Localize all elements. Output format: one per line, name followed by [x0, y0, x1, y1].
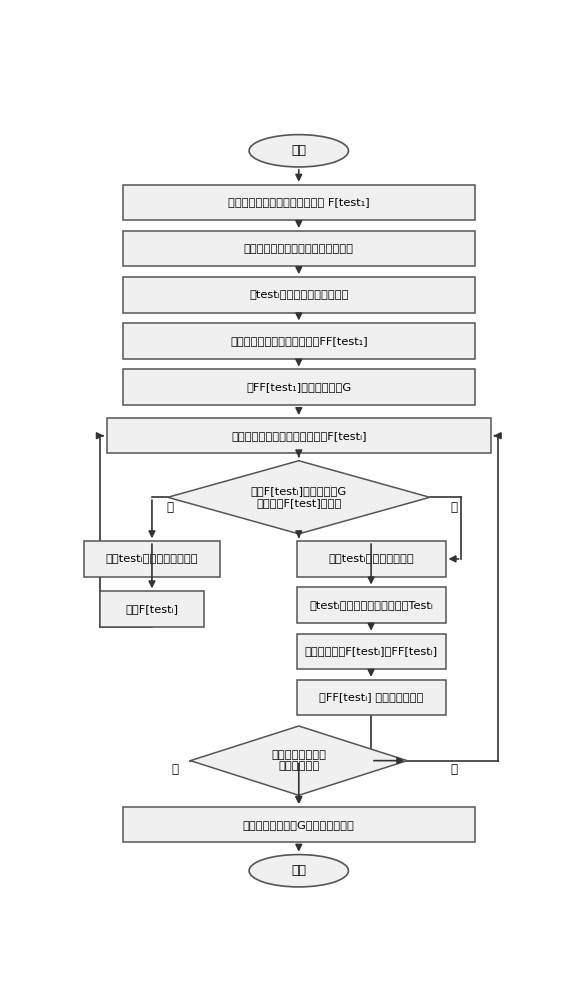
FancyBboxPatch shape	[122, 807, 475, 842]
FancyBboxPatch shape	[297, 634, 445, 669]
Text: 将FF[test₁]记入布尔矩阵G: 将FF[test₁]记入布尔矩阵G	[246, 382, 352, 392]
Text: 获取下一条测试用例的运行情况F[testᵢ]: 获取下一条测试用例的运行情况F[testᵢ]	[231, 431, 367, 441]
Text: 开始: 开始	[292, 144, 306, 157]
Text: 默认第一条测试用例为有效测试用例: 默认第一条测试用例为有效测试用例	[244, 244, 354, 254]
Text: 判定所有测试用例
是否均被运行: 判定所有测试用例 是否均被运行	[271, 750, 326, 771]
Polygon shape	[191, 726, 407, 795]
Text: 是: 是	[167, 501, 174, 514]
Text: 删除F[testᵢ]: 删除F[testᵢ]	[125, 604, 178, 614]
FancyBboxPatch shape	[297, 587, 445, 623]
FancyBboxPatch shape	[122, 231, 475, 266]
FancyBboxPatch shape	[122, 369, 475, 405]
Ellipse shape	[249, 855, 349, 887]
Text: 对testᵢ进行有效测试用例编号: 对testᵢ进行有效测试用例编号	[249, 290, 349, 300]
Text: 否: 否	[450, 763, 457, 776]
Text: 拓展运行结果F[testᵢ]为FF[testᵢ]: 拓展运行结果F[testᵢ]为FF[testᵢ]	[304, 646, 438, 656]
FancyBboxPatch shape	[107, 418, 491, 453]
Text: 判定testᵢ为非有效测试用例: 判定testᵢ为非有效测试用例	[106, 554, 198, 564]
Text: 拓展有效测试用例运行结果为FF[test₁]: 拓展有效测试用例运行结果为FF[test₁]	[230, 336, 368, 346]
Text: 将FF[testᵢ] 记入到布尔矩阵: 将FF[testᵢ] 记入到布尔矩阵	[319, 692, 423, 702]
Text: 获取第一条测试用例的运行情况 F[test₁]: 获取第一条测试用例的运行情况 F[test₁]	[228, 197, 370, 207]
FancyBboxPatch shape	[100, 591, 204, 627]
Text: 是: 是	[171, 763, 178, 776]
Text: 获取最终布尔矩阵G（覆盖信息表）: 获取最终布尔矩阵G（覆盖信息表）	[243, 820, 354, 830]
FancyBboxPatch shape	[122, 277, 475, 312]
FancyBboxPatch shape	[122, 323, 475, 359]
Text: 判定testᵢ为有效测试用例: 判定testᵢ为有效测试用例	[328, 554, 414, 564]
Polygon shape	[168, 461, 430, 534]
Text: 结束: 结束	[292, 864, 306, 877]
FancyBboxPatch shape	[84, 541, 220, 577]
Text: 否: 否	[450, 501, 457, 514]
FancyBboxPatch shape	[297, 680, 445, 715]
Text: 对testᵢ进行有效测试用例编号Testᵢ: 对testᵢ进行有效测试用例编号Testᵢ	[309, 600, 433, 610]
FancyBboxPatch shape	[297, 541, 445, 577]
Text: 判定F[testᵢ]是否与矩阵G
已有行（F[test]）相同: 判定F[testᵢ]是否与矩阵G 已有行（F[test]）相同	[251, 487, 347, 508]
FancyBboxPatch shape	[122, 185, 475, 220]
Ellipse shape	[249, 135, 349, 167]
